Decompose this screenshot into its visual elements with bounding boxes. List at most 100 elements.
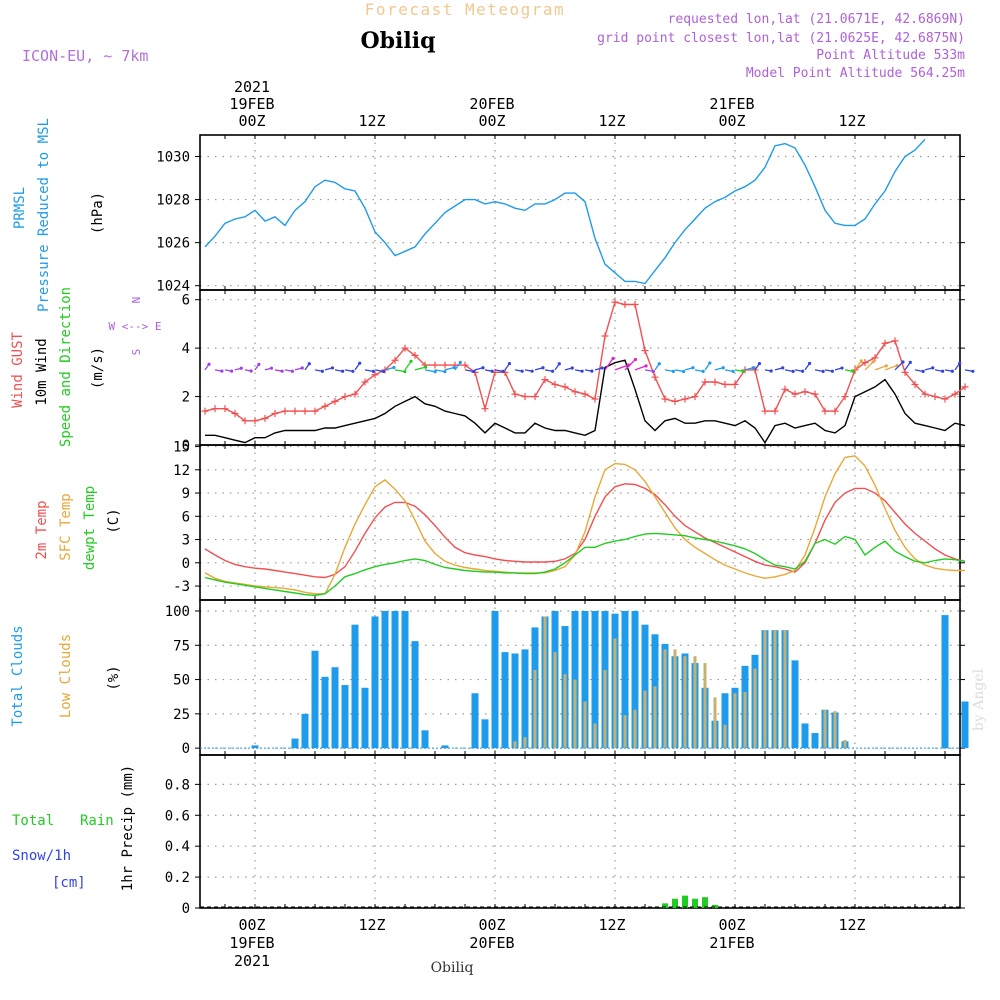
- gust-marker: [831, 407, 839, 415]
- gust-marker: [731, 380, 739, 388]
- precip-snow-label: Snow/1h: [12, 848, 71, 864]
- wind-barb-head: [280, 369, 284, 373]
- gust-marker: [481, 405, 489, 413]
- low-cloud-bar: [703, 663, 707, 749]
- total-cloud-bar: [301, 713, 309, 749]
- gust-marker: [811, 390, 819, 398]
- gust-marker: [661, 395, 669, 403]
- low-cloud-bar: [723, 724, 727, 749]
- y-tick-label: 2: [182, 390, 190, 406]
- total-cloud-bar: [581, 610, 589, 749]
- total-cloud-bar: [591, 610, 599, 749]
- bottom-time-label: 00Z: [478, 916, 505, 934]
- gust-marker: [521, 393, 529, 401]
- wind-barb-head: [691, 366, 695, 370]
- wind-barb: [634, 365, 647, 371]
- compass-south: S: [130, 349, 143, 356]
- total-cloud-bar: [401, 610, 409, 749]
- y-tick-label: 0: [182, 741, 190, 757]
- gust-marker: [361, 378, 369, 386]
- low-cloud-bar: [533, 669, 537, 749]
- total-cloud-bar: [811, 733, 819, 749]
- wind-barb-head: [908, 360, 912, 364]
- gust-marker: [441, 361, 449, 369]
- wind-barb-head: [941, 369, 945, 373]
- y-tick-label: 3: [182, 533, 190, 549]
- total-cloud-bar: [341, 685, 349, 749]
- top-time-label: 00Z: [238, 112, 265, 130]
- precip-bar: [702, 897, 708, 908]
- gust-marker: [761, 407, 769, 415]
- wind-barb-head: [859, 359, 863, 363]
- y-tick-label: 6: [182, 509, 190, 525]
- precip-bar: [712, 904, 718, 908]
- wind-speed-dir-label: Speed and Direction: [58, 287, 74, 447]
- gust-marker: [841, 393, 849, 401]
- wind-barb-head: [781, 366, 785, 370]
- wind-barb-head: [931, 366, 935, 370]
- wind-barb: [624, 359, 636, 371]
- wind-barb-head: [392, 365, 396, 370]
- wind-barb-head: [971, 369, 975, 373]
- precip-bar: [692, 898, 698, 908]
- wind-barb: [414, 366, 426, 371]
- wind-barb-head: [541, 366, 545, 370]
- gust-marker: [781, 385, 789, 393]
- bottom-time-label: 12Z: [598, 916, 625, 934]
- wind-barb-head: [611, 356, 615, 361]
- total-cloud-bar: [801, 723, 809, 749]
- wind-barb-head: [721, 366, 725, 370]
- wind-barb-head: [557, 362, 561, 366]
- total-clouds-label: Total Clouds: [10, 625, 26, 726]
- low-cloud-bar: [543, 616, 547, 749]
- y-tick-label: 1026: [156, 236, 190, 252]
- total-cloud-bar: [371, 616, 379, 749]
- gust-marker: [791, 390, 799, 398]
- top-time-label: 2021: [234, 78, 270, 96]
- wind-barb-head: [341, 369, 345, 373]
- precip-bar: [672, 898, 678, 908]
- wind-barb-head: [300, 366, 304, 370]
- temp-sfc-line: [204, 455, 965, 595]
- gust-marker: [601, 332, 609, 340]
- gust-marker: [621, 301, 629, 309]
- station-title: Obiliq: [360, 28, 435, 54]
- low-cloud-bar: [593, 723, 597, 749]
- y-tick-label: 25: [173, 707, 190, 723]
- gust-marker: [941, 395, 949, 403]
- low-cloud-bar: [603, 669, 607, 749]
- gust-marker: [391, 356, 399, 364]
- wind-barb-head: [207, 362, 211, 366]
- wind-barb: [604, 358, 614, 371]
- total-cloud-bar: [501, 652, 509, 749]
- low-cloud-bar: [753, 668, 757, 749]
- total-cloud-bar: [471, 693, 479, 749]
- wind-barb-head: [657, 362, 661, 366]
- wind-barb-head: [530, 369, 534, 373]
- gust-marker: [401, 344, 409, 352]
- low-cloud-bar: [773, 630, 777, 749]
- low-cloud-bar: [663, 649, 667, 749]
- total-cloud-bar: [521, 649, 529, 749]
- wind-barb-head: [921, 369, 925, 373]
- gust-marker: [431, 361, 439, 369]
- wind-barb-head: [701, 369, 705, 373]
- gust-marker: [211, 405, 219, 413]
- y-tick-label: 0.4: [165, 839, 190, 855]
- temp-unit-label: (C): [106, 508, 122, 533]
- wind-barb: [434, 369, 445, 373]
- total-cloud-bar: [321, 676, 329, 749]
- low-cloud-bar: [733, 693, 737, 749]
- gust-marker: [581, 390, 589, 398]
- precip-bar: [682, 895, 688, 908]
- gust-marker: [951, 390, 959, 398]
- bottom-time-label: 2021: [234, 952, 270, 970]
- temperature-labels: 2m Temp SFC Temp dewpt Temp (C): [34, 486, 122, 570]
- low-cloud-bar: [693, 656, 697, 749]
- gust-marker: [331, 397, 339, 405]
- wind-barb-head: [320, 369, 324, 373]
- wind-barb-head: [840, 366, 844, 370]
- wind-barb-head: [501, 369, 505, 373]
- wind-barb-head: [950, 369, 954, 373]
